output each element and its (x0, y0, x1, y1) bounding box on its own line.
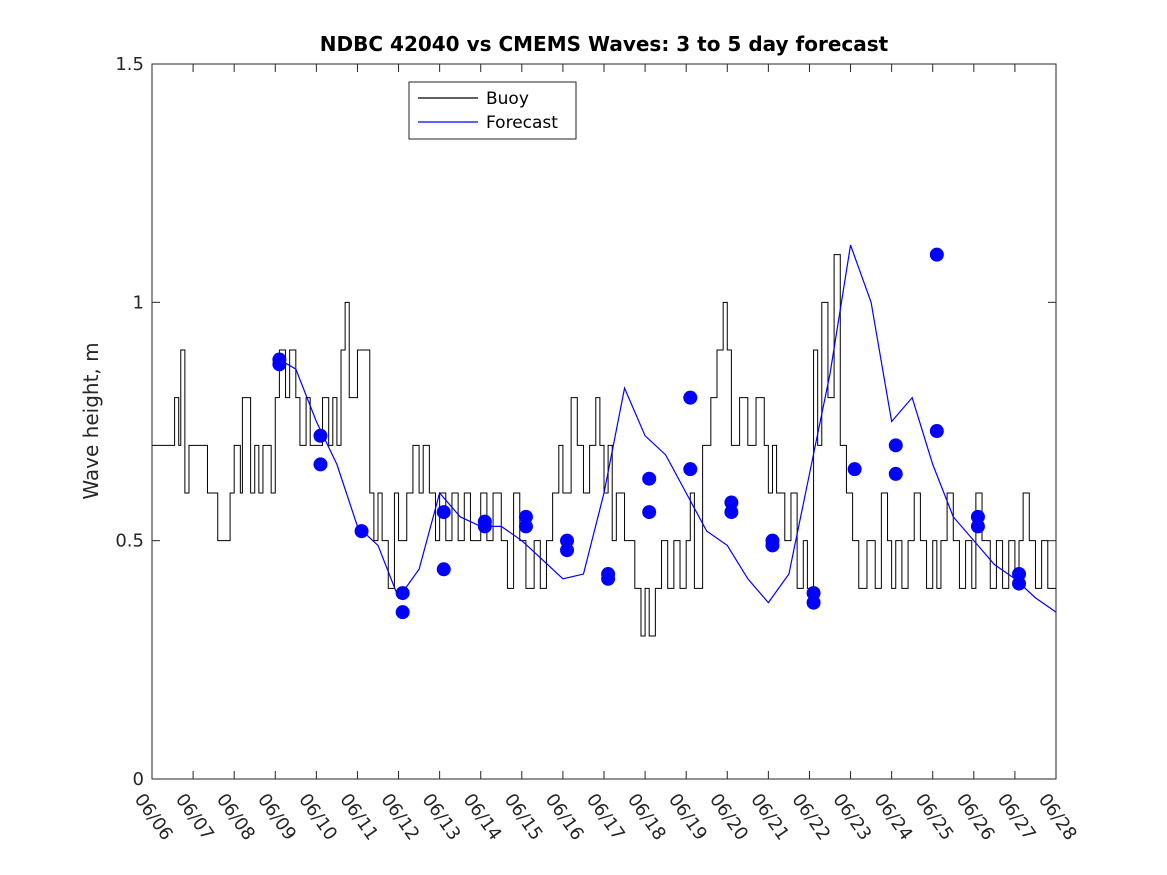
forecast-point (683, 462, 698, 477)
forecast-point (642, 505, 657, 520)
y-tick-label: 0 (133, 769, 144, 790)
forecast-point (929, 247, 944, 262)
forecast-point (683, 390, 698, 405)
forecast-point (436, 562, 451, 577)
forecast-point (313, 457, 328, 472)
plot-area (151, 63, 1057, 780)
y-tick-label: 0.5 (115, 531, 144, 552)
forecast-point (847, 462, 862, 477)
marker-layer (272, 247, 1027, 620)
forecast-point (272, 357, 287, 372)
y-tick-label: 1 (133, 292, 144, 313)
y-axis-label: Wave height, m (79, 342, 103, 499)
legend-buoy-label: Buoy (486, 89, 529, 109)
forecast-point (601, 571, 616, 586)
forecast-point (354, 524, 369, 539)
forecast-point (888, 466, 903, 481)
forecast-point (970, 519, 985, 534)
forecast-point (888, 438, 903, 453)
forecast-point (765, 538, 780, 553)
forecast-point (477, 519, 492, 534)
forecast-point (560, 543, 575, 558)
forecast-point (1012, 576, 1027, 591)
y-axis: 0 0.5 1 1.5 (115, 54, 1056, 790)
chart-title: NDBC 42040 vs CMEMS Waves: 3 to 5 day fo… (320, 32, 889, 56)
legend-forecast-label: Forecast (486, 113, 558, 133)
forecast-point (929, 424, 944, 439)
legend-box (408, 81, 577, 140)
y-tick-label: 1.5 (115, 54, 144, 75)
forecast-point (518, 519, 533, 534)
forecast-point (806, 595, 821, 610)
forecast-point (395, 586, 410, 601)
legend: Buoy Forecast (408, 81, 577, 140)
forecast-point (436, 505, 451, 520)
forecast-point (313, 428, 328, 443)
forecast-point (395, 605, 410, 620)
forecast-point (642, 471, 657, 486)
forecast-point (724, 505, 739, 520)
